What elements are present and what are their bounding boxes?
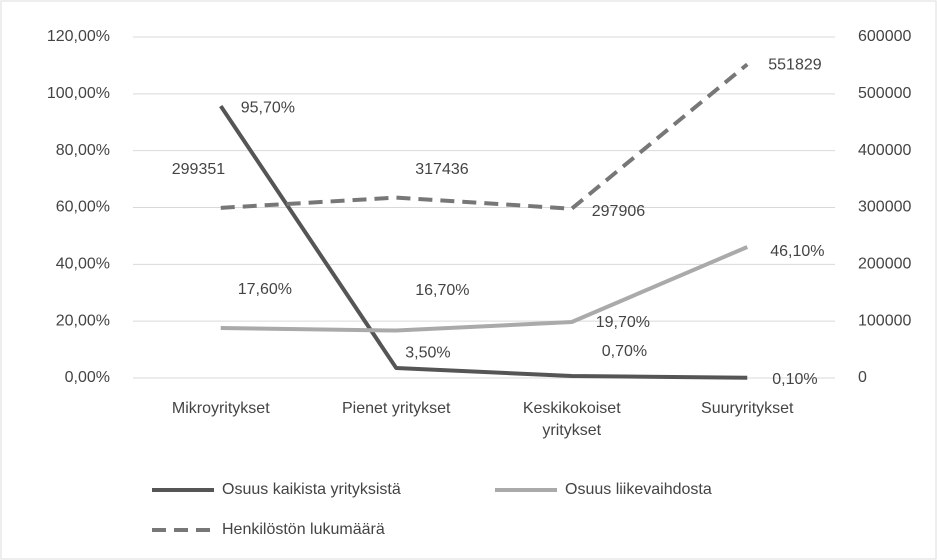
data-label: 3,50% bbox=[405, 344, 450, 361]
series-line bbox=[220, 245, 749, 333]
y2-tick-label: 0 bbox=[858, 369, 867, 386]
data-label: 299351 bbox=[172, 161, 225, 178]
y-tick-label: 60,00% bbox=[56, 199, 110, 216]
x-tick-label: Suuryritykset bbox=[701, 400, 794, 417]
data-label: 551829 bbox=[768, 57, 821, 74]
y2-tick-label: 200000 bbox=[858, 256, 911, 273]
data-label: 95,70% bbox=[241, 99, 295, 116]
data-label: 297906 bbox=[592, 203, 645, 220]
y-tick-label: 80,00% bbox=[56, 142, 110, 159]
y-tick-label: 120,00% bbox=[47, 28, 110, 45]
data-label: 17,60% bbox=[238, 281, 292, 298]
data-label: 0,10% bbox=[772, 371, 817, 388]
data-label: 46,10% bbox=[770, 243, 824, 260]
x-tick-label: Pienet yritykset bbox=[342, 400, 451, 417]
legend-label: Osuus liikevaihdosta bbox=[565, 481, 712, 498]
data-label: 0,70% bbox=[602, 343, 647, 360]
y2-tick-label: 600000 bbox=[858, 28, 911, 45]
series-line bbox=[220, 62, 749, 211]
data-label: 317436 bbox=[415, 161, 468, 178]
x-tick-label: Keskikokoiset yritykset bbox=[522, 400, 621, 439]
data-label: 16,70% bbox=[415, 282, 469, 299]
y2-tick-label: 400000 bbox=[858, 142, 911, 159]
series-line bbox=[219, 104, 748, 380]
data-label: 19,70% bbox=[596, 314, 650, 331]
y2-tick-label: 300000 bbox=[858, 199, 911, 216]
y-tick-label: 40,00% bbox=[56, 256, 110, 273]
y-tick-label: 20,00% bbox=[56, 312, 110, 329]
legend-label: Henkilöstön lukumäärä bbox=[222, 521, 385, 538]
legend-label: Osuus kaikista yrityksistä bbox=[222, 481, 401, 498]
y-tick-label: 100,00% bbox=[47, 85, 110, 102]
x-tick-label: Mikroyritykset bbox=[171, 400, 270, 417]
y-tick-label: 0,00% bbox=[65, 369, 110, 386]
y2-tick-label: 500000 bbox=[858, 85, 911, 102]
y2-tick-label: 100000 bbox=[858, 312, 911, 329]
